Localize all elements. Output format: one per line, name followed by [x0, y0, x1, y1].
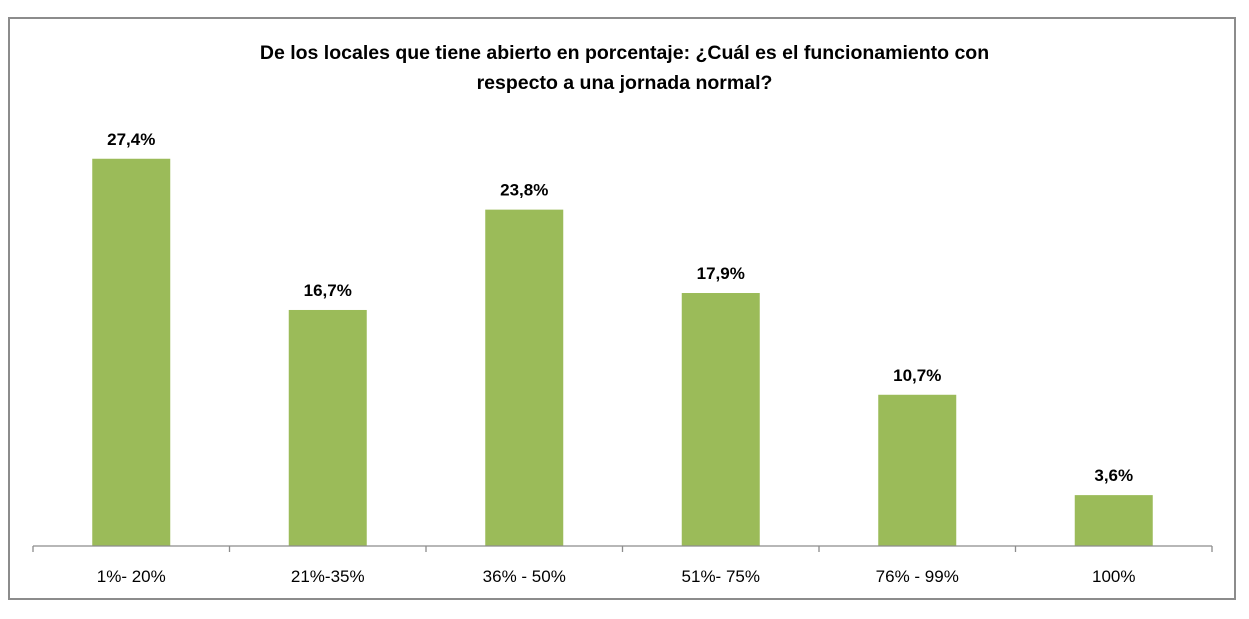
bar-3	[485, 209, 564, 546]
chart-title-line-1: De los locales que tiene abierto en porc…	[259, 42, 990, 64]
chart-title: De los locales que tiene abierto en porc…	[0, 38, 1249, 98]
chart-title-line-2: respecto a una jornada normal?	[476, 72, 773, 94]
category-label-5: 76% - 99%	[876, 567, 959, 586]
category-label-2: 21%-35%	[291, 567, 365, 586]
data-label-1: 27,4%	[107, 130, 155, 149]
data-label-2: 16,7%	[304, 281, 352, 300]
bar-2	[288, 309, 367, 546]
bar-1	[92, 158, 171, 546]
bar-6	[1074, 495, 1153, 546]
chart-frame	[8, 17, 1236, 600]
bar-4	[681, 293, 760, 546]
x-axis	[32, 545, 1213, 552]
data-label-4: 17,9%	[697, 264, 745, 283]
data-label-3: 23,8%	[500, 181, 548, 200]
category-label-4: 51%- 75%	[682, 567, 760, 586]
data-label-5: 10,7%	[893, 366, 941, 385]
data-label-6: 3,6%	[1094, 466, 1133, 485]
category-label-6: 100%	[1092, 567, 1135, 586]
bar-5	[878, 394, 957, 546]
bars-layer	[92, 158, 1153, 546]
category-label-1: 1%- 20%	[97, 567, 166, 586]
category-label-3: 36% - 50%	[483, 567, 566, 586]
labels-layer: 27,4% 1%- 20% 16,7% 21%-35% 23,8% 36% - 50% 17…	[97, 130, 1136, 586]
